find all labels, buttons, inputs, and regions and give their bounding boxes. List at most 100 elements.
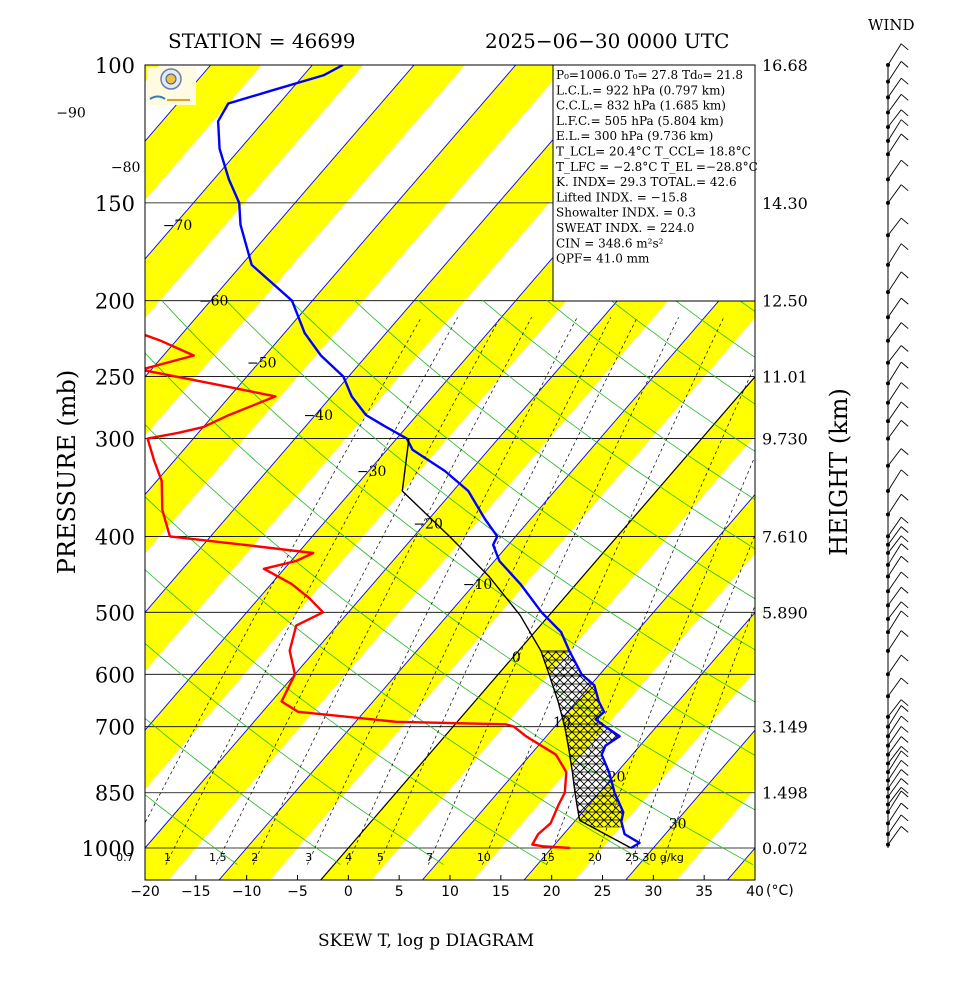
pressure-tick-label: 150 [95, 192, 135, 216]
wind-barb-flag [901, 494, 908, 500]
mixing-ratio-label: 5 [377, 851, 384, 864]
pressure-tick-label: 250 [95, 366, 135, 390]
temperature-tick-label: 15 [492, 884, 510, 900]
wind-barb [888, 94, 901, 112]
wind-label: WIND [868, 16, 915, 34]
logo [147, 67, 196, 105]
isotherm-label: 30 [669, 816, 687, 832]
wind-barb [888, 631, 901, 651]
wind-barb [888, 323, 901, 341]
temperature-tick-label: 10 [441, 884, 459, 900]
wind-barb-flag [901, 631, 908, 637]
wind-barb-flag [901, 420, 908, 426]
index-line: CIN = 348.6 m²s² [556, 236, 664, 250]
isotherm-label: −80 [111, 160, 141, 176]
height-tick-label: 5.890 [762, 603, 808, 622]
isotherm-band [0, 65, 58, 880]
wind-barb-flag [901, 602, 908, 608]
wind-barb [888, 726, 901, 745]
temperature-tick-label: 0 [344, 884, 353, 900]
index-line: C.C.L.= 832 hPa (1.685 km) [556, 99, 726, 113]
wind-barb-flag [901, 572, 908, 578]
isotherm-label: −20 [413, 516, 443, 532]
wind-barb-flag [901, 272, 908, 278]
wind-barb-flag [901, 826, 908, 832]
wind-barb-flag [901, 110, 908, 116]
wind-barb-flag [901, 815, 908, 821]
pressure-axis-title: PRESSURE (mb) [53, 370, 81, 575]
isotherm-label: −50 [247, 356, 277, 372]
isotherm-label: −90 [56, 106, 86, 122]
wind-barb [888, 298, 901, 317]
wind-barb [888, 244, 901, 265]
wind-barb [888, 678, 901, 696]
wind-barb [888, 346, 901, 363]
mixing-ratio-label: 3 [305, 851, 312, 864]
wind-barb-flag [901, 323, 908, 329]
wind-barb-flag [901, 449, 908, 455]
isotherm-label: 0 [512, 650, 521, 666]
isotherm-label: −10 [463, 577, 493, 593]
index-line: QPF= 41.0 mm [556, 252, 650, 266]
wind-barb [888, 527, 901, 545]
wind-barb-flag [901, 94, 908, 100]
wind-barb [888, 572, 901, 591]
wind-barb [888, 470, 901, 491]
pressure-tick-label: 850 [95, 782, 135, 806]
wind-barb [888, 383, 901, 403]
temperature-tick-label: 25 [594, 884, 612, 900]
wind-barb-flag [901, 362, 908, 368]
wind-barb [888, 556, 901, 576]
wind-barb [888, 61, 901, 81]
pressure-tick-label: 700 [95, 716, 135, 740]
isotherm-label: −70 [163, 218, 193, 234]
wind-barb-flag [901, 120, 908, 126]
temperature-tick-label: −10 [232, 884, 262, 900]
wind-barb-flag [901, 527, 908, 533]
temperature-tick-label: −5 [287, 884, 308, 900]
wind-barb-flag [901, 244, 908, 250]
index-line: L.C.L.= 922 hPa (0.797 km) [556, 83, 725, 97]
pressure-tick-label: 100 [95, 54, 135, 78]
dry-adiabat [940, 265, 960, 865]
wind-barb-flag [901, 298, 908, 304]
wind-barb [888, 544, 901, 565]
wind-barb-flag [901, 779, 908, 785]
wind-barb-flag [901, 78, 908, 84]
wind-barb-flag [901, 556, 908, 562]
wind-barb-flag [901, 470, 908, 476]
wind-barb [888, 716, 901, 736]
wind-barb [888, 78, 901, 97]
index-line: Lifted INDX. = −15.8 [556, 190, 687, 204]
isotherm-band [931, 65, 960, 880]
wind-barb-flag [901, 700, 908, 706]
wind-barb-flag [901, 185, 908, 191]
index-line: T_LCL= 20.4°C T_CCL= 18.8°C [556, 145, 751, 159]
wind-barb-flag [901, 134, 908, 140]
wind-barb [888, 218, 901, 235]
wind-barb-flag [901, 736, 908, 742]
wind-barb-flag [901, 346, 908, 352]
mixing-ratio-label: 25 [625, 851, 639, 864]
wind-barb-flag [901, 218, 908, 224]
index-line: K. INDX= 29.3 TOTAL.= 42.6 [556, 175, 737, 189]
mixing-ratio-label: 4 [345, 851, 352, 864]
height-tick-label: 0.072 [762, 839, 808, 858]
station-label: STATION = 46699 [168, 29, 356, 53]
wind-barb-flag [901, 44, 908, 50]
temp-unit-label: (°C) [766, 883, 794, 899]
temperature-tick-label: −20 [130, 884, 160, 900]
wind-barb-flag [901, 678, 908, 684]
height-tick-label: 11.01 [762, 368, 808, 387]
mixing-ratio-label: 10 [477, 851, 491, 864]
height-tick-label: 12.50 [762, 292, 808, 311]
temperature-tick-label: 30 [644, 884, 662, 900]
mixing-ratio-label: 1 [164, 851, 171, 864]
dry-adiabat [753, 265, 960, 865]
wind-barb-flag [901, 716, 908, 722]
wind-barb [888, 803, 901, 823]
index-line: SWEAT INDX. = 224.0 [556, 221, 694, 235]
wind-barb [888, 449, 901, 466]
